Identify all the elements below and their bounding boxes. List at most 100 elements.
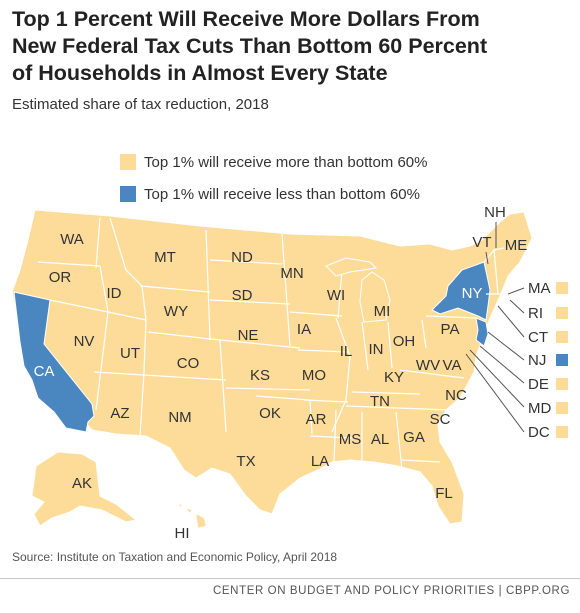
state-borders [37,217,512,471]
legend-item-less: Top 1% will receive less than bottom 60% [120,182,427,206]
title-line: Top 1 Percent Will Receive More Dollars … [12,7,480,31]
title-line: New Federal Tax Cuts Than Bottom 60 Perc… [12,34,488,58]
state-border [361,321,369,371]
state-border [331,317,351,433]
leader-line-MA [507,287,525,295]
small-state-swatch-DE [556,378,568,390]
state-border [139,285,211,293]
state-label-MS: MS [339,431,362,448]
state-label-AZ: AZ [110,405,129,422]
state-labels: WA OR CA NV ID MT WY UT AZ CO NM ND SD N… [34,204,528,542]
small-state-swatch-CT [556,331,568,343]
state-border [399,369,465,379]
small-state-label-DE: DE [528,376,549,393]
state-border [107,311,147,321]
small-state-label-RI: RI [528,305,543,322]
small-state-label-MA: MA [528,280,551,297]
state-label-MI: MI [374,303,391,320]
state-label-WI: WI [327,287,345,304]
state-label-AR: AR [306,411,327,428]
legend-swatch-more [120,154,136,170]
state-label-AK: AK [72,475,92,492]
source-note: Source: Institute on Taxation and Econom… [12,550,338,564]
state-border [401,459,441,463]
state-border [387,321,393,369]
state-label-KS: KS [250,367,270,384]
state-border [425,315,477,319]
state-border [395,411,403,471]
state-label-NV: NV [74,333,95,350]
state-border [345,405,451,411]
state-border [289,311,343,317]
state-NY-shape [431,261,491,321]
state-border [219,339,301,349]
state-label-NY: NY [462,285,483,302]
state-label-ME: ME [505,237,528,254]
state-border [351,391,421,395]
state-border [139,371,145,437]
title-line: of Households in Almost Every State [12,61,388,85]
state-border [143,319,147,373]
state-border [281,233,291,347]
subtitle: Estimated share of tax reduction, 2018 [12,96,269,113]
state-label-KY: KY [384,369,404,386]
state-border [303,399,349,403]
legend: Top 1% will receive more than bottom 60%… [120,150,427,214]
state-border [297,349,349,353]
state-border [309,435,353,439]
state-border [225,387,311,391]
leader-line-VT [485,251,489,265]
state-label-VT: VT [472,234,491,251]
state-label-OR: OR [49,269,72,286]
state-NJ-shape [475,317,489,347]
small-state-label-CT: CT [528,329,548,346]
state-label-OK: OK [259,405,281,422]
state-border [219,339,227,433]
state-border [493,247,505,251]
legend-label-less: Top 1% will receive less than bottom 60% [144,185,420,203]
small-state-keys: MA RI CT NJ DE MD DC [528,280,568,441]
small-state-swatch-RI [556,307,568,319]
state-label-TX: TX [236,453,255,470]
state-label-UT: UT [120,345,140,362]
state-label-ID: ID [107,285,122,302]
small-state-swatch-NJ [556,354,568,366]
state-border [93,371,227,381]
state-border [333,409,337,463]
state-label-VA: VA [443,357,462,374]
state-label-TN: TN [370,393,390,410]
state-label-NH: NH [484,204,506,221]
state-label-CO: CO [177,355,200,372]
state-MI-shape [359,271,391,323]
state-label-MO: MO [302,367,326,384]
state-label-IL: IL [340,343,353,360]
leader-lines [465,222,525,433]
state-label-MN: MN [280,265,303,282]
small-state-swatch-MA [556,282,568,294]
state-border [337,269,343,319]
state-border [95,217,101,269]
state-label-ND: ND [231,249,253,266]
small-state-swatch-MD [556,402,568,414]
state-label-GA: GA [403,429,425,446]
state-label-NM: NM [168,409,191,426]
state-border [209,299,291,305]
leader-line-DC [465,353,525,433]
state-label-SD: SD [232,287,253,304]
legend-item-more: Top 1% will receive more than bottom 60% [120,150,427,174]
state-border [209,259,283,265]
state-label-LA: LA [311,453,329,470]
leader-line-DE [479,345,525,384]
state-CA-shape [13,291,95,433]
state-border [109,217,147,321]
legend-label-more: Top 1% will receive more than bottom 60% [144,153,428,171]
state-label-MT: MT [154,249,176,266]
legend-swatch-less [120,186,136,202]
state-label-AL: AL [371,431,389,448]
state-MI-upper-shape [325,257,378,277]
state-border [37,261,101,267]
state-label-IN: IN [369,341,384,358]
state-label-FL: FL [435,485,453,502]
leader-line-CT [497,305,525,338]
small-state-swatch-DC [556,426,568,438]
